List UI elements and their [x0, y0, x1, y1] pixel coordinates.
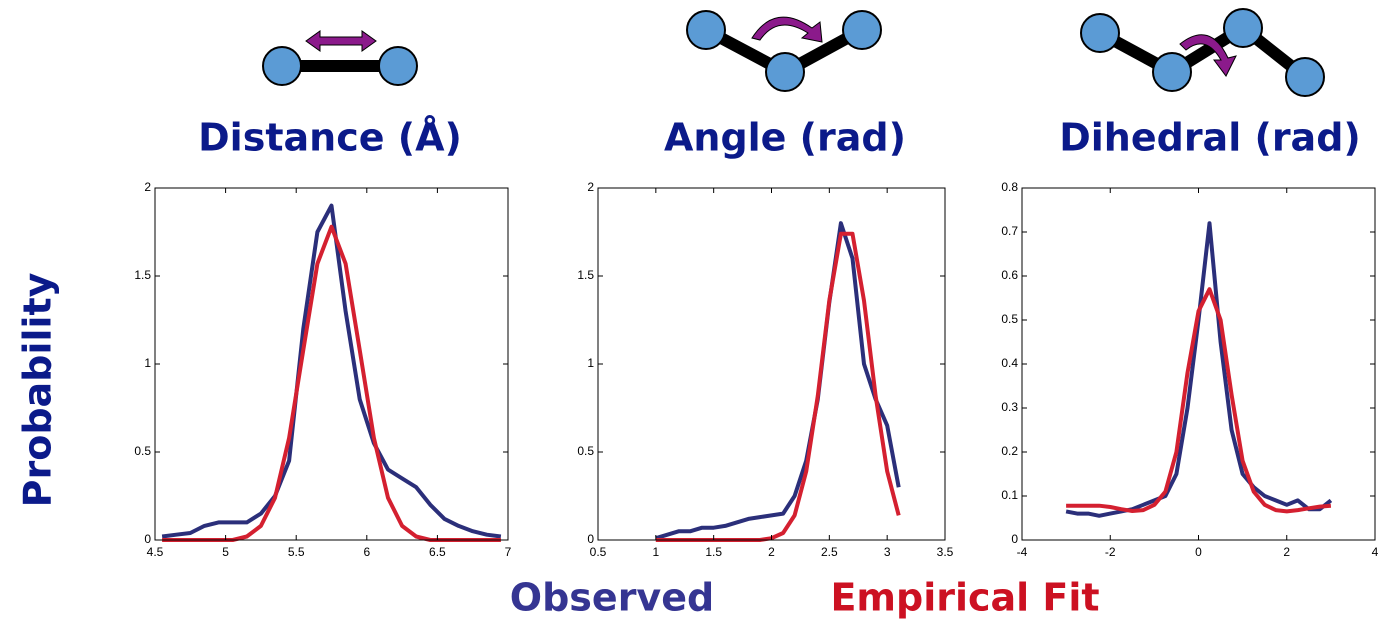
x-tick-label: 4.5 — [147, 545, 164, 559]
plot-frame — [1021, 187, 1376, 541]
y-tick-label: 0.8 — [1001, 180, 1018, 194]
series-line — [162, 224, 501, 542]
x-tick-label: -4 — [1017, 545, 1028, 559]
chart-title: Angle (rad) — [664, 116, 906, 160]
series-line — [1066, 287, 1332, 514]
legend-entry: Observed — [510, 576, 714, 620]
y-tick-label: 0.3 — [1001, 400, 1018, 414]
plot-frame — [154, 187, 509, 541]
y-tick-label: 1.5 — [577, 268, 594, 282]
y-tick-label: 0 — [144, 532, 151, 546]
y-tick-label: 0.2 — [1001, 444, 1018, 458]
x-tick-label: 3.5 — [937, 545, 954, 559]
y-tick-label: 2 — [144, 180, 151, 194]
y-tick-label: 0.5 — [577, 444, 594, 458]
x-tick-label: 3 — [884, 545, 891, 559]
x-tick-label: 7 — [505, 545, 512, 559]
x-tick-label: 0.5 — [590, 545, 607, 559]
y-axis-label: Probability — [16, 272, 60, 507]
y-tick-label: 1.5 — [134, 268, 151, 282]
x-tick-label: 6.5 — [429, 545, 446, 559]
y-tick-label: 0.5 — [134, 444, 151, 458]
y-tick-label: 0.7 — [1001, 224, 1018, 238]
x-tick-label: 2 — [768, 545, 775, 559]
x-tick-label: 0 — [1195, 545, 1202, 559]
y-tick-label: 0.4 — [1001, 356, 1018, 370]
x-tick-label: 2.5 — [821, 545, 838, 559]
x-tick-label: 2 — [1283, 545, 1290, 559]
series-line — [161, 203, 502, 539]
y-tick-label: 0 — [587, 532, 594, 546]
chart-title: Distance (Å) — [198, 116, 462, 160]
x-tick-label: 1.5 — [705, 545, 722, 559]
y-tick-label: 1 — [144, 356, 151, 370]
legend-entry: Empirical Fit — [830, 576, 1099, 620]
series-line — [655, 221, 901, 541]
x-tick-label: 5.5 — [288, 545, 305, 559]
angle-icon — [686, 10, 882, 92]
y-tick-label: 2 — [587, 180, 594, 194]
y-tick-label: 0.5 — [1001, 312, 1018, 326]
x-tick-label: 5 — [222, 545, 229, 559]
series-line — [1065, 221, 1333, 518]
distance-icon — [262, 30, 418, 86]
y-tick-label: 0.1 — [1001, 488, 1018, 502]
x-tick-label: 6 — [363, 545, 370, 559]
y-tick-label: 0 — [1011, 532, 1018, 546]
x-tick-label: 4 — [1372, 545, 1379, 559]
y-tick-label: 0.6 — [1001, 268, 1018, 282]
x-tick-label: -2 — [1105, 545, 1116, 559]
chart-title: Dihedral (rad) — [1059, 116, 1361, 160]
y-tick-label: 1 — [587, 356, 594, 370]
dihedral-icon — [1080, 8, 1325, 97]
series-line — [655, 231, 901, 542]
x-tick-label: 1 — [652, 545, 659, 559]
